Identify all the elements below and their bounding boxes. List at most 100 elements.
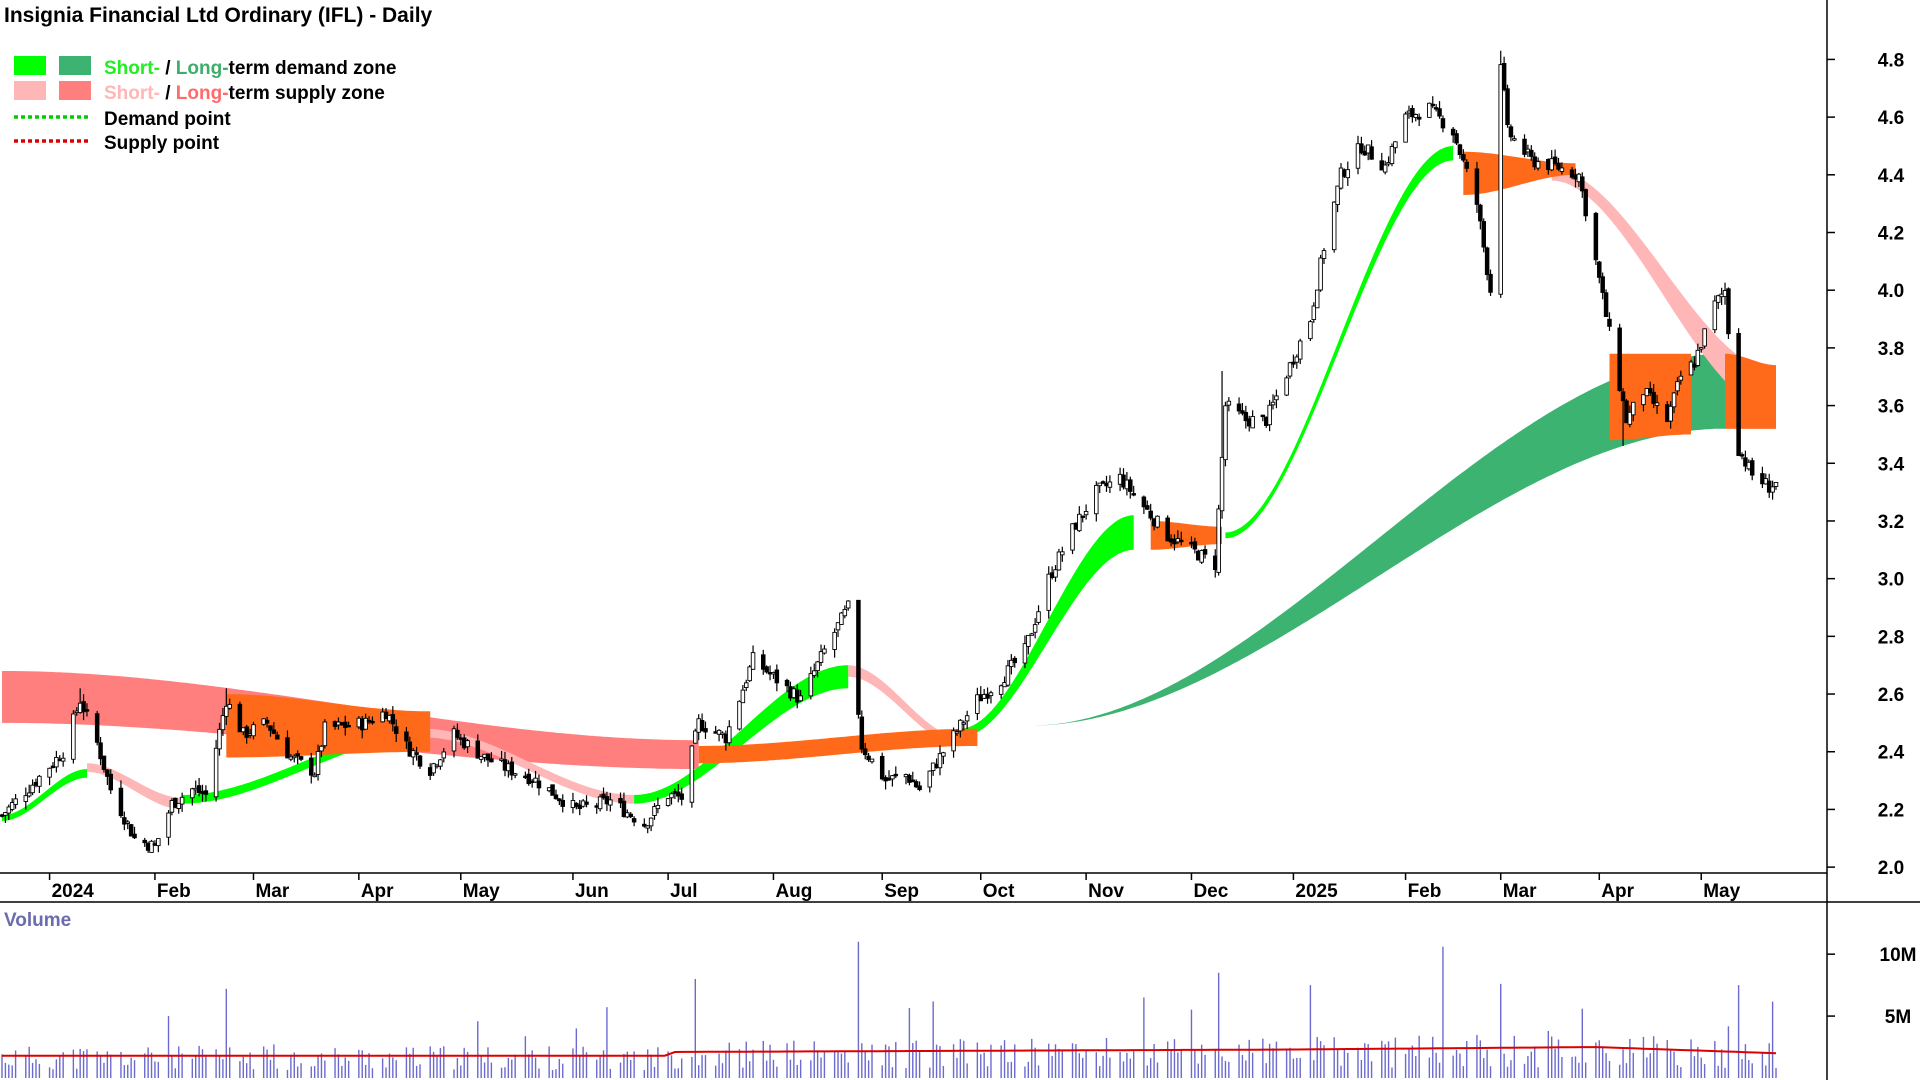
- candle-body: [693, 730, 698, 744]
- candle-body: [1009, 659, 1014, 668]
- candle-body: [608, 799, 613, 806]
- candle-body: [1060, 551, 1065, 556]
- candle-body: [390, 713, 396, 725]
- y-tick-label: 3.2: [1878, 512, 1904, 533]
- candle-body: [815, 661, 820, 672]
- candle-body: [1508, 126, 1514, 138]
- candle-body: [1131, 493, 1136, 496]
- candle-body: [227, 703, 232, 709]
- candle-body: [1580, 176, 1585, 192]
- candle-body: [98, 742, 103, 760]
- candle-body: [1603, 292, 1609, 318]
- candle-body: [264, 719, 270, 724]
- candle-body: [1529, 149, 1534, 157]
- candle-body: [1631, 401, 1636, 416]
- candle-body: [1569, 169, 1575, 178]
- candle-body: [1512, 138, 1517, 141]
- candle-body: [173, 797, 178, 808]
- candle-body: [716, 729, 722, 735]
- candle-body: [1056, 551, 1062, 571]
- x-tick-label: Mar: [1503, 881, 1537, 902]
- x-tick-label: Feb: [1408, 881, 1442, 902]
- candle-body: [1338, 167, 1344, 189]
- candle-body: [451, 728, 457, 752]
- candle-body: [101, 755, 107, 770]
- candle-body: [251, 724, 256, 737]
- candle-body: [319, 745, 324, 752]
- candle-body: [441, 751, 447, 759]
- chart-title: Insignia Financial Ltd Ordinary (IFL) - …: [4, 4, 433, 27]
- candle-body: [1736, 333, 1741, 457]
- candle-body: [618, 798, 623, 804]
- candle-body: [1522, 138, 1527, 155]
- short-term-demand-zone: [960, 515, 1134, 738]
- candle-body: [859, 716, 865, 750]
- legend-text-part: /: [160, 58, 176, 79]
- candle-body: [1382, 164, 1388, 173]
- x-tick-label: Jul: [670, 881, 697, 902]
- supply_zone-long-swatch: [59, 81, 91, 100]
- candle-body: [142, 839, 147, 844]
- candle-body: [652, 806, 657, 816]
- x-tick-label: Dec: [1193, 881, 1228, 902]
- candle-body: [1675, 381, 1680, 392]
- candle-body: [645, 825, 650, 829]
- candle-body: [149, 840, 154, 853]
- candle-body: [417, 755, 423, 767]
- candle-body: [1739, 454, 1745, 457]
- candle-body: [485, 753, 491, 761]
- legend-text-part: Long-: [176, 83, 229, 104]
- candle-body: [1274, 395, 1279, 401]
- candle-body: [465, 740, 470, 748]
- candle-body: [1393, 141, 1398, 149]
- candle-body: [1702, 328, 1707, 347]
- candle-body: [125, 821, 130, 824]
- candle-body: [1620, 391, 1626, 402]
- candle-body: [1454, 133, 1459, 144]
- supply_zone-legend-label: Short- / Long-term supply zone: [104, 83, 385, 104]
- candle-body: [1179, 539, 1184, 543]
- candle-body: [342, 721, 348, 728]
- candle-body: [179, 796, 185, 805]
- candle-body: [1593, 212, 1599, 261]
- candle-body: [818, 651, 824, 663]
- candle-body: [71, 713, 76, 760]
- candle-body: [985, 693, 990, 699]
- candle-body: [856, 599, 861, 715]
- candle-body: [1308, 321, 1313, 340]
- candle-body: [536, 780, 542, 789]
- candle-body: [1403, 113, 1408, 143]
- candle-body: [54, 757, 59, 768]
- candle-body: [1450, 128, 1456, 136]
- candle-body: [1688, 361, 1694, 376]
- y-tick-label: 4.2: [1878, 224, 1904, 245]
- candle-body: [1624, 400, 1629, 424]
- candle-body: [81, 701, 86, 713]
- candle-body: [1267, 404, 1272, 426]
- candle-body: [1410, 107, 1415, 118]
- x-tick-label: 2025: [1295, 881, 1338, 902]
- candle-body: [597, 796, 603, 810]
- candle-body: [557, 798, 562, 802]
- candle-body: [750, 652, 756, 670]
- candle-body: [414, 752, 419, 755]
- candle-body: [1141, 496, 1147, 508]
- candle-body: [275, 734, 280, 740]
- candle-body: [1464, 161, 1469, 169]
- demand_zone-short-swatch: [14, 56, 46, 75]
- candle-body: [94, 713, 100, 743]
- candle-body: [679, 793, 684, 800]
- candle-body: [1698, 347, 1704, 350]
- candle-body: [1359, 143, 1364, 154]
- candle-body: [1070, 523, 1075, 551]
- x-tick-label: Aug: [775, 881, 812, 902]
- candle-body: [927, 770, 933, 788]
- candle-body: [808, 673, 814, 697]
- candle-body: [784, 679, 790, 687]
- candle-body: [23, 795, 29, 802]
- candle-body: [1284, 377, 1289, 396]
- candle-body: [961, 722, 967, 725]
- x-tick-label: Mar: [255, 881, 289, 902]
- candle-body: [1427, 102, 1432, 118]
- candle-body: [601, 793, 606, 799]
